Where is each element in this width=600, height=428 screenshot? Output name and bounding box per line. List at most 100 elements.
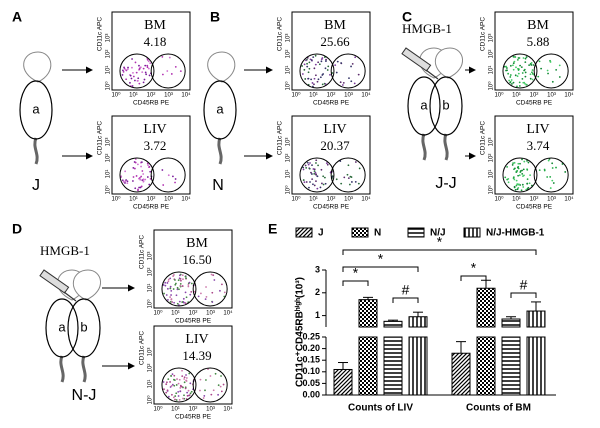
flow-dot <box>564 171 567 173</box>
flow-x-tick: 10⁰ <box>153 406 163 413</box>
flow-y-tick: 10⁰ <box>488 81 495 91</box>
flow-dot <box>334 64 337 67</box>
organ-label: LIV <box>143 122 166 137</box>
flow-dot <box>530 64 533 66</box>
flow-dot <box>317 61 320 64</box>
flow-y-tick: 10⁰ <box>147 395 154 405</box>
flow-dot <box>351 62 354 65</box>
flow-dot <box>136 79 139 82</box>
flow-dot <box>204 389 206 392</box>
flow-dot <box>185 377 188 379</box>
flow-x-tick: 10² <box>327 93 336 99</box>
flow-dot <box>135 71 138 74</box>
flow-dot <box>512 177 515 180</box>
flow-dot <box>512 62 515 65</box>
flow-dot <box>517 187 520 189</box>
mouse-body <box>19 80 53 140</box>
flow-dot <box>311 164 313 167</box>
flow-x-title: CD45RB PE <box>133 204 170 211</box>
significance-bracket <box>342 266 419 272</box>
flow-x-tick: 10² <box>147 93 156 99</box>
flow-dot <box>347 177 350 180</box>
flow-dot <box>520 189 523 192</box>
flow-y-tick: 10³ <box>489 138 495 147</box>
flow-dot <box>515 170 518 173</box>
organ-label: LIV <box>526 122 549 137</box>
flow-dot <box>514 56 517 58</box>
flow-dot <box>184 302 187 305</box>
flow-dot <box>169 296 172 298</box>
flow-y-tick: 10² <box>286 50 292 59</box>
flow-dot <box>311 173 313 175</box>
flow-dot <box>323 176 326 179</box>
flow-dot <box>219 289 221 292</box>
flow-dot <box>185 296 188 299</box>
flow-dot <box>302 179 305 181</box>
flow-dot <box>205 286 207 288</box>
flow-dot <box>322 183 325 186</box>
legend-swatch <box>295 227 313 238</box>
flow-x-tick: 10⁴ <box>181 92 191 99</box>
mouse-head <box>23 51 52 83</box>
mouse-label: N <box>212 177 224 194</box>
flow-dot <box>306 65 309 68</box>
organ-label: BM <box>144 18 166 33</box>
treatment-label: HMGB-1 <box>402 21 452 36</box>
flow-dot <box>175 384 178 386</box>
flow-dot <box>171 383 174 386</box>
flow-dot <box>508 79 511 82</box>
flow-dot <box>313 83 315 86</box>
flow-dot <box>124 182 126 184</box>
percent-label: 14.39 <box>182 348 211 363</box>
gate <box>119 157 155 193</box>
flow-dot <box>303 68 306 71</box>
flow-dot <box>148 74 151 77</box>
flow-dot <box>125 78 128 81</box>
flow-dot <box>308 61 311 64</box>
flow-dot <box>217 384 220 387</box>
flow-x-tick: 10³ <box>344 93 353 99</box>
significance-bracket <box>392 297 419 303</box>
y-axis-title: CD11c⁺CD45RBʰⁱᵍʰ(10³) <box>294 277 306 387</box>
flow-x-tick: 10⁴ <box>361 92 371 99</box>
flow-dot <box>321 74 324 76</box>
flow-dot <box>139 186 142 189</box>
flow-dot <box>132 72 134 74</box>
flow-dot <box>178 398 181 401</box>
flow-dot <box>126 180 129 183</box>
flow-dot <box>167 299 169 301</box>
flow-x-tick: 10⁰ <box>111 92 121 99</box>
flow-dot <box>126 182 129 185</box>
mouse-label: J <box>32 177 40 194</box>
flow-dot <box>313 170 316 172</box>
flow-dot <box>205 379 207 381</box>
flow-dot <box>142 180 145 183</box>
flow-dot <box>199 389 201 392</box>
flow-x-tick: 10² <box>530 93 539 99</box>
flow-dot <box>511 83 513 85</box>
flow-dot <box>141 179 144 182</box>
flow-dot <box>144 178 147 181</box>
flow-dot <box>162 381 165 383</box>
flow-dot <box>179 387 182 389</box>
bar <box>451 352 471 396</box>
flow-dot <box>324 67 327 70</box>
y-tick-label: 0.20 <box>302 343 320 353</box>
flow-y-title: CD11c APC <box>277 17 284 52</box>
flow-dot <box>220 390 223 393</box>
flow-dot <box>141 170 144 172</box>
flow-dot <box>303 181 306 184</box>
flow-dot <box>176 286 179 289</box>
flow-dot <box>175 392 178 395</box>
flow-dot <box>212 274 215 277</box>
flow-dot <box>135 175 138 177</box>
flow-dot <box>171 373 174 376</box>
flow-dot <box>325 58 327 61</box>
flow-y-tick: 10¹ <box>106 170 112 179</box>
flow-dot <box>517 165 520 168</box>
flow-dot <box>518 57 521 59</box>
flow-dot <box>551 167 554 169</box>
flow-dot <box>353 82 356 85</box>
flow-dot <box>308 186 310 189</box>
flow-dot <box>507 178 510 180</box>
